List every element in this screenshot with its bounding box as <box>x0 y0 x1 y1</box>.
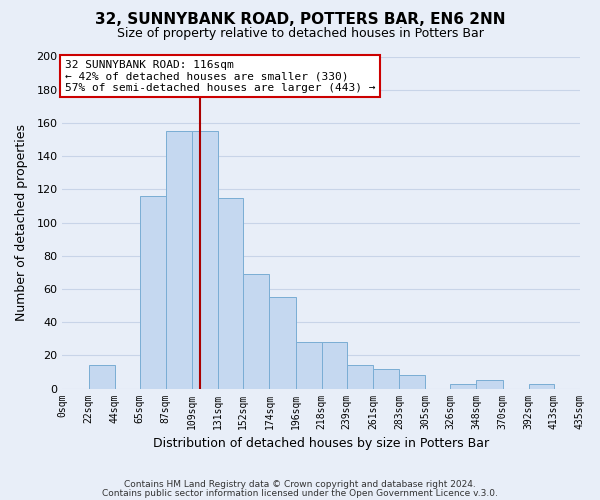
Bar <box>347 366 373 388</box>
Bar <box>269 297 296 388</box>
X-axis label: Distribution of detached houses by size in Potters Bar: Distribution of detached houses by size … <box>153 437 489 450</box>
Bar <box>529 384 554 388</box>
Bar <box>373 368 399 388</box>
Bar <box>89 366 115 388</box>
Bar <box>322 342 347 388</box>
Text: Contains HM Land Registry data © Crown copyright and database right 2024.: Contains HM Land Registry data © Crown c… <box>124 480 476 489</box>
Bar <box>296 342 322 388</box>
Bar <box>218 198 243 388</box>
Bar <box>166 131 192 388</box>
Bar <box>243 274 269 388</box>
Bar <box>399 376 425 388</box>
Text: Size of property relative to detached houses in Potters Bar: Size of property relative to detached ho… <box>116 28 484 40</box>
Text: Contains public sector information licensed under the Open Government Licence v.: Contains public sector information licen… <box>102 489 498 498</box>
Bar <box>192 131 218 388</box>
Bar <box>140 196 166 388</box>
Y-axis label: Number of detached properties: Number of detached properties <box>15 124 28 321</box>
Bar <box>450 384 476 388</box>
Text: 32, SUNNYBANK ROAD, POTTERS BAR, EN6 2NN: 32, SUNNYBANK ROAD, POTTERS BAR, EN6 2NN <box>95 12 505 28</box>
Text: 32 SUNNYBANK ROAD: 116sqm
← 42% of detached houses are smaller (330)
57% of semi: 32 SUNNYBANK ROAD: 116sqm ← 42% of detac… <box>65 60 375 93</box>
Bar <box>476 380 503 388</box>
